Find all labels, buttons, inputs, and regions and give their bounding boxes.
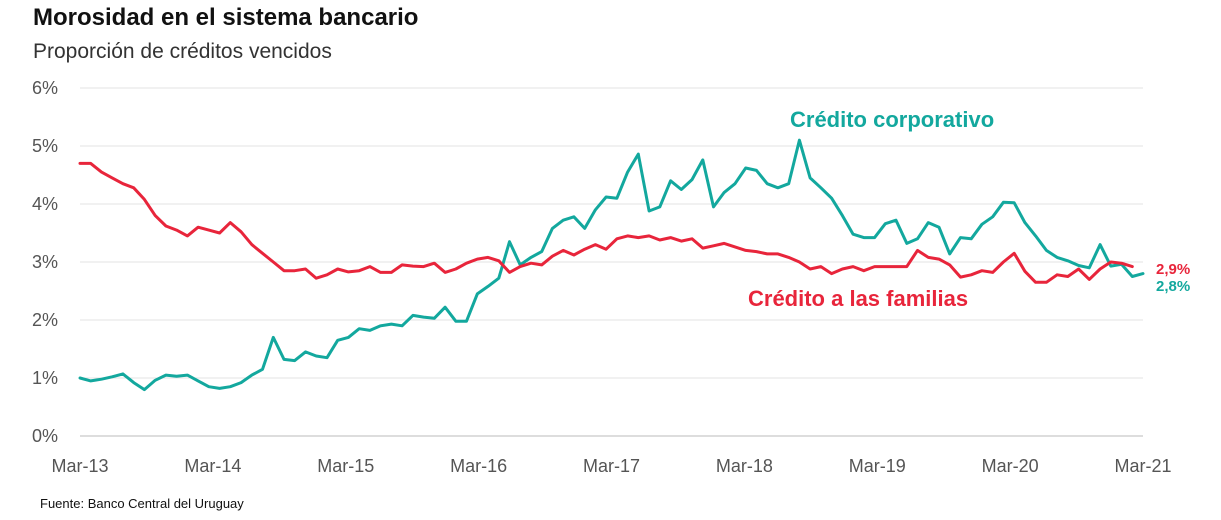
series-label-familias: Crédito a las familias [748,286,968,311]
chart-title: Morosidad en el sistema bancario [33,4,419,31]
y-tick-label: 5% [32,136,58,156]
x-tick-label: Mar-16 [450,456,507,476]
y-tick-label: 0% [32,426,58,446]
x-tick-label: Mar-14 [184,456,241,476]
y-tick-label: 1% [32,368,58,388]
x-axis-ticks: Mar-13 Mar-14 Mar-15 Mar-16 Mar-17 Mar-18 Mar-… [51,456,1171,476]
x-tick-label: Mar-20 [982,456,1039,476]
y-tick-label: 2% [32,310,58,330]
y-tick-label: 3% [32,252,58,272]
series-label-corporativo: Crédito corporativo [790,107,994,132]
x-tick-label: Mar-21 [1114,456,1171,476]
x-tick-label: Mar-19 [849,456,906,476]
series-lines [78,138,1145,392]
source-note: Fuente: Banco Central del Uruguay [40,496,244,511]
gridlines [80,87,1143,437]
y-axis-ticks: 0% 1% 2% 3% 4% 5% 6% [32,78,58,446]
y-tick-label: 6% [32,78,58,98]
series-line-corporativo [78,138,1145,392]
series-line-familias [78,161,1134,284]
x-tick-label: Mar-17 [583,456,640,476]
x-tick-label: Mar-13 [51,456,108,476]
x-tick-label: Mar-18 [716,456,773,476]
end-label-corporativo: 2,8% [1156,278,1190,295]
y-tick-label: 4% [32,194,58,214]
chart-subtitle: Proporción de créditos vencidos [33,40,332,63]
end-label-familias: 2,9% [1156,261,1190,278]
x-tick-label: Mar-15 [317,456,374,476]
